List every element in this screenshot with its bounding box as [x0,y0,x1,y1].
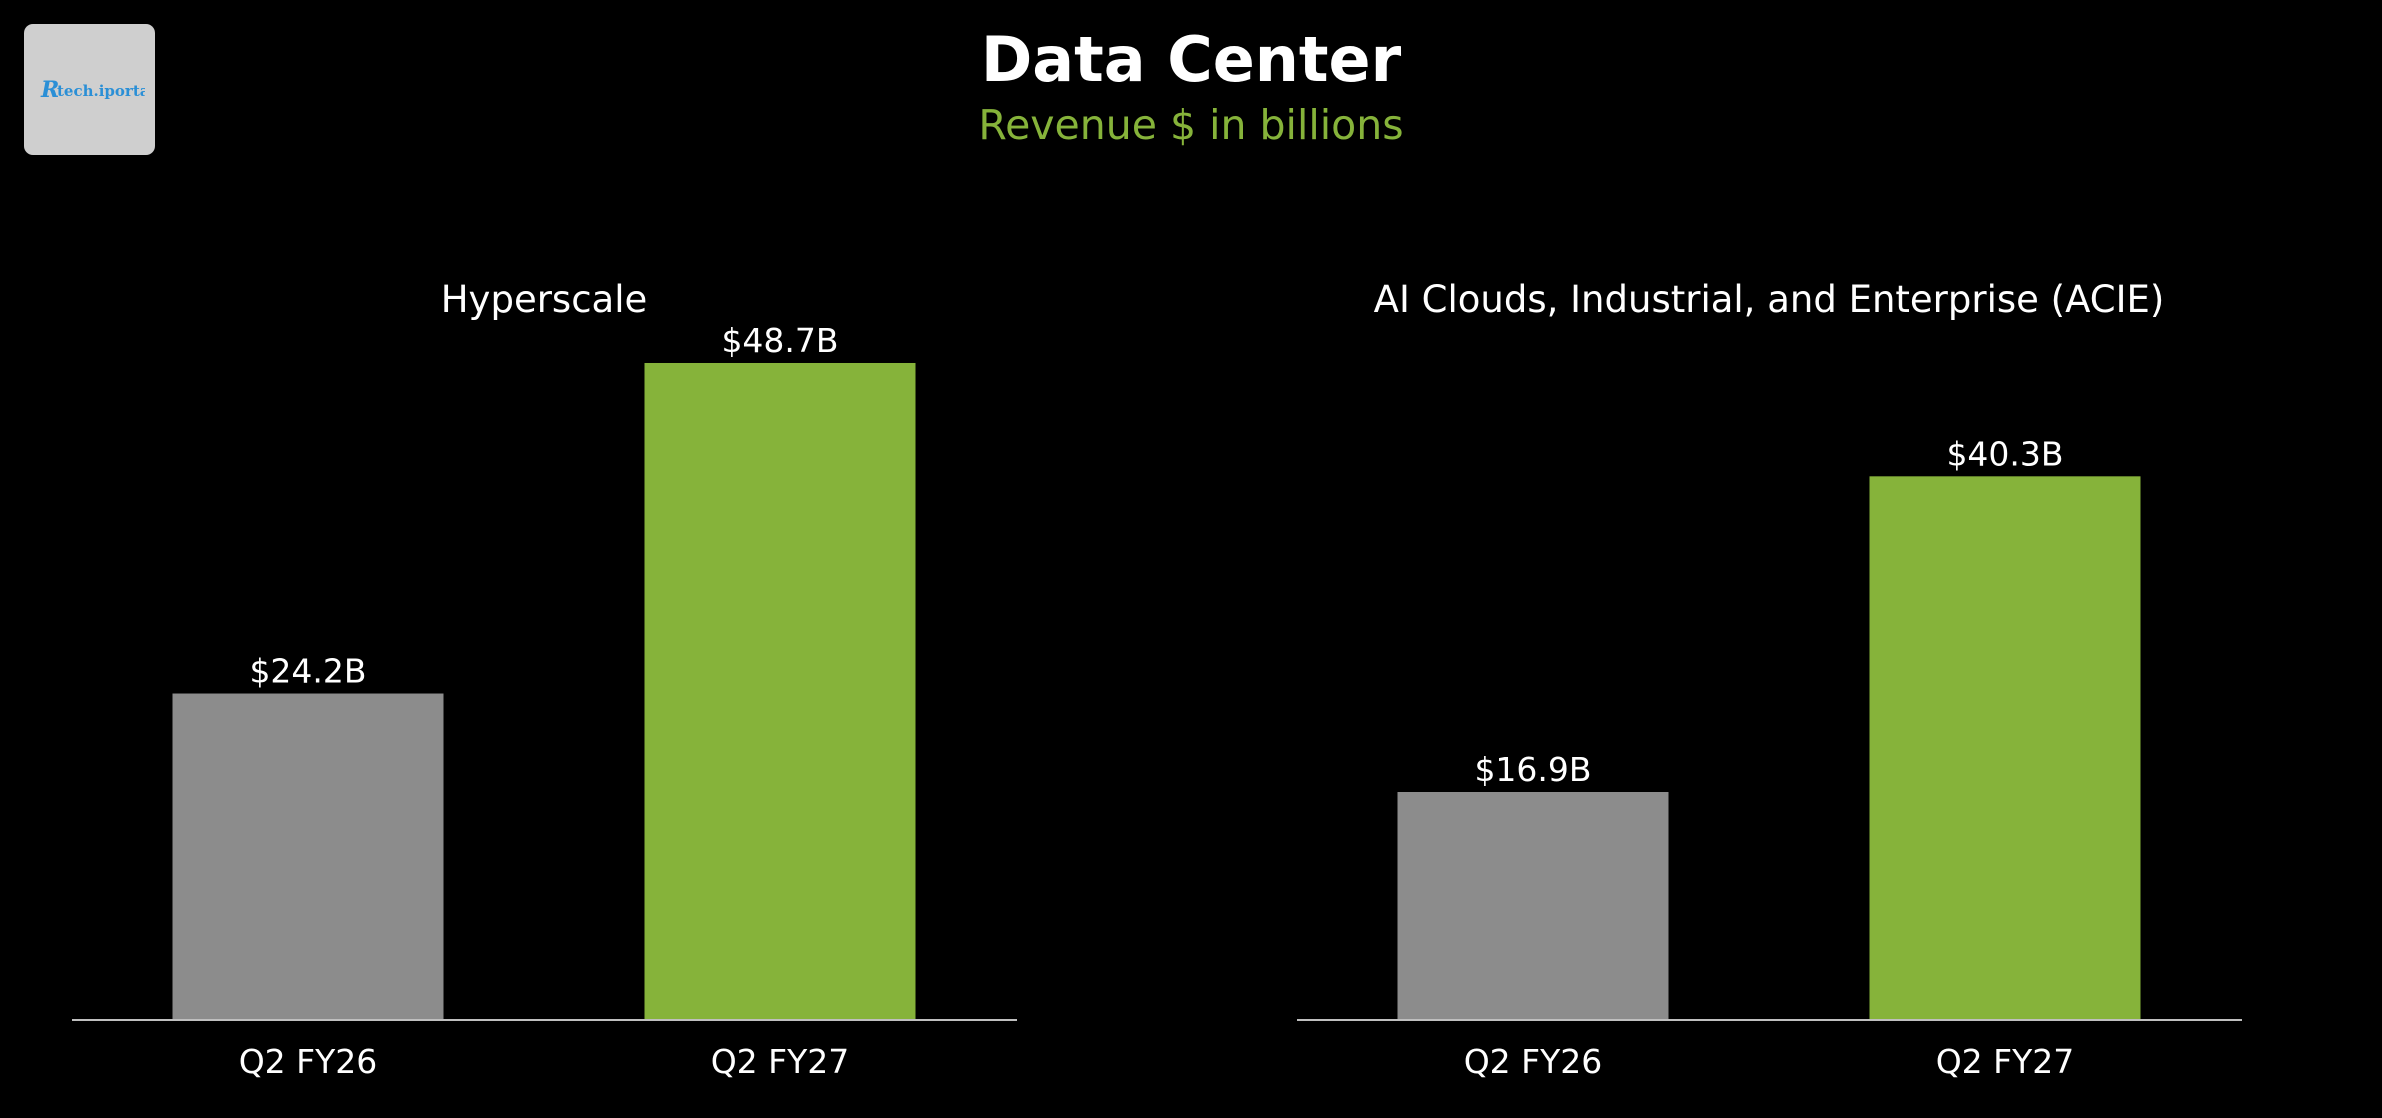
data-label: $40.3B [1946,434,2063,473]
bar-prior [1397,792,1669,1020]
page-subtitle: Revenue $ in billions [978,101,1404,149]
data-label: $16.9B [1474,750,1591,789]
techiportal-logo: R tech.iportal [40,77,145,103]
x-tick-label: Q2 FY27 [1936,1042,2075,1081]
x-tick-label: Q2 FY26 [1464,1042,1603,1081]
logo-badge: R tech.iportal [24,24,155,155]
logo-text: tech.iportal [57,82,145,100]
page-title: Data Center [980,23,1402,96]
x-tick-label: Q2 FY27 [711,1042,850,1081]
bar-prior [172,693,444,1020]
chart-panel-1: Hyperscale $24.2B Q2 FY26 $48.7B Q2 FY27 [72,278,1017,1081]
data-label: $24.2B [249,652,366,691]
data-label: $48.7B [721,321,838,360]
x-tick-label: Q2 FY26 [239,1042,378,1081]
chart-title: Hyperscale [441,278,648,321]
logo-mark: R [40,77,59,103]
bar-current [1869,476,2141,1020]
chart-title: AI Clouds, Industrial, and Enterprise (A… [1374,278,2165,321]
bar-current [644,362,916,1020]
chart-panel-2: AI Clouds, Industrial, and Enterprise (A… [1297,278,2242,1081]
